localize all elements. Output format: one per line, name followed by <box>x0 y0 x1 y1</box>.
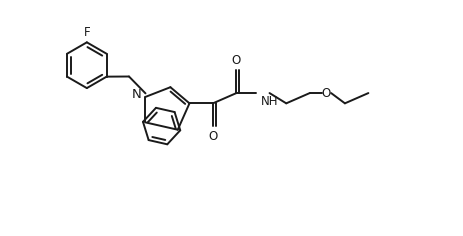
Text: N: N <box>131 88 141 101</box>
Text: O: O <box>321 87 330 100</box>
Text: NH: NH <box>261 95 278 108</box>
Text: O: O <box>232 54 240 67</box>
Text: O: O <box>208 130 217 143</box>
Text: F: F <box>83 26 90 39</box>
